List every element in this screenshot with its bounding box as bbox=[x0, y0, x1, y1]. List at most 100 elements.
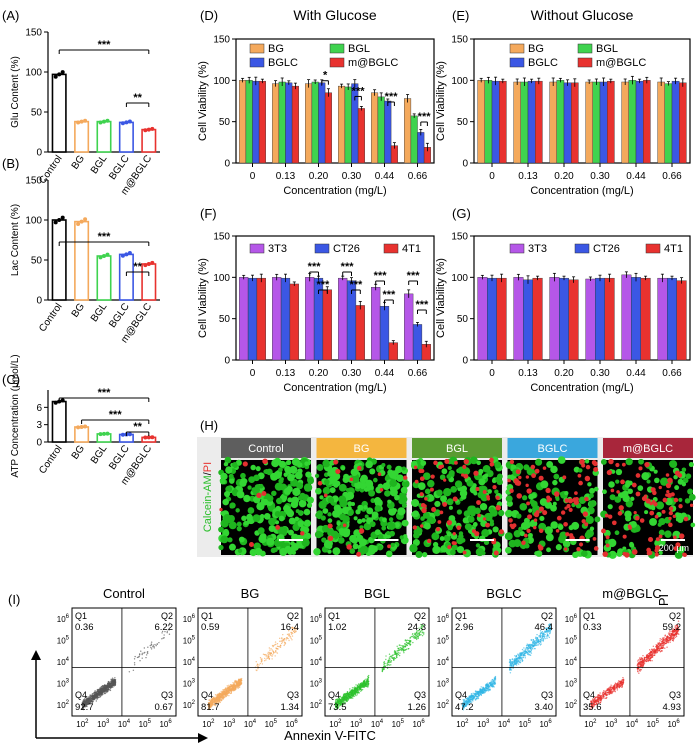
legend-swatch bbox=[509, 43, 525, 54]
data-point bbox=[57, 218, 62, 222]
dead-cell bbox=[515, 480, 522, 486]
live-cell bbox=[318, 500, 327, 509]
event-dot bbox=[258, 664, 260, 666]
dead-cell bbox=[333, 459, 339, 465]
y-tick-label: 50 bbox=[31, 256, 43, 267]
live-cell bbox=[245, 520, 250, 526]
chart-title: With Glucose bbox=[293, 7, 376, 23]
live-cell bbox=[397, 507, 406, 516]
event-dot bbox=[354, 693, 356, 696]
y-axis-label: Lac Content (%) bbox=[10, 204, 21, 276]
event-dot bbox=[284, 641, 286, 644]
y-tick-label: 105 bbox=[310, 635, 323, 645]
event-dot bbox=[391, 656, 393, 659]
live-cell bbox=[394, 494, 400, 501]
event-dot bbox=[409, 640, 412, 642]
tick-exp: 2 bbox=[192, 700, 196, 706]
signif-label: *** bbox=[98, 39, 112, 51]
dead-cell bbox=[335, 468, 341, 475]
dead-cell bbox=[526, 528, 531, 533]
event-dot bbox=[401, 644, 403, 647]
live-cell bbox=[585, 515, 594, 525]
live-cell bbox=[373, 497, 382, 505]
x-tick-label: 0 bbox=[250, 368, 256, 379]
live-cell bbox=[637, 485, 644, 491]
live-cell bbox=[472, 522, 478, 527]
event-dot bbox=[386, 662, 388, 665]
event-dot bbox=[215, 698, 217, 701]
legend-swatch bbox=[574, 243, 590, 254]
dead-cell bbox=[463, 473, 469, 479]
bar-CT26-0 bbox=[247, 277, 258, 361]
live-cell bbox=[588, 500, 596, 508]
live-cell bbox=[523, 464, 530, 471]
y-tick-label: 103 bbox=[183, 679, 196, 689]
live-cell bbox=[375, 486, 383, 494]
live-cell bbox=[557, 524, 564, 530]
live-cell bbox=[294, 516, 300, 522]
live-cell bbox=[337, 537, 345, 544]
y-tick-label: 105 bbox=[57, 635, 70, 645]
event-dot bbox=[354, 691, 356, 693]
bar-3T3-0 bbox=[239, 277, 249, 361]
event-dot bbox=[228, 694, 230, 697]
event-dot bbox=[284, 643, 286, 645]
event-dot bbox=[86, 695, 88, 698]
event-dot bbox=[105, 690, 107, 693]
live-cell bbox=[314, 530, 323, 539]
live-cell bbox=[323, 540, 332, 549]
dead-cell bbox=[423, 504, 427, 508]
live-cell bbox=[450, 532, 458, 540]
dead-cell bbox=[565, 532, 570, 537]
event-dot bbox=[388, 659, 390, 662]
dead-cell bbox=[611, 520, 617, 526]
tick-exp: 5 bbox=[274, 719, 278, 725]
live-cell bbox=[395, 465, 403, 474]
live-cell bbox=[559, 491, 564, 496]
scale-label: 200 µm bbox=[659, 543, 689, 553]
event-dot bbox=[145, 654, 148, 656]
live-cell bbox=[434, 500, 441, 508]
event-dot bbox=[276, 643, 279, 645]
live-cell bbox=[658, 529, 665, 536]
dead-cell bbox=[346, 544, 352, 550]
event-dot bbox=[290, 633, 293, 635]
tick-exp: 6 bbox=[66, 614, 70, 620]
tick-exp: 5 bbox=[319, 635, 323, 641]
live-cell bbox=[475, 547, 484, 557]
event-dot bbox=[265, 659, 267, 661]
y-tick-label: 0 bbox=[462, 159, 468, 170]
live-cell bbox=[338, 483, 347, 492]
event-dot bbox=[390, 659, 393, 662]
live-cell bbox=[506, 500, 513, 507]
event-dot bbox=[394, 657, 397, 660]
event-dot bbox=[422, 633, 425, 635]
live-cell bbox=[366, 507, 374, 515]
dead-cell bbox=[683, 516, 689, 522]
dead-cell bbox=[658, 485, 662, 490]
event-dot bbox=[268, 647, 271, 649]
live-cell bbox=[483, 473, 489, 478]
event-dot bbox=[367, 675, 369, 678]
event-dot bbox=[396, 650, 398, 652]
y-tick-label: 0 bbox=[36, 438, 42, 449]
y-tick-label: 100 bbox=[25, 216, 42, 227]
event-dot bbox=[285, 639, 287, 641]
live-cell bbox=[301, 538, 310, 547]
event-dot bbox=[237, 683, 240, 686]
live-cell bbox=[519, 530, 525, 537]
dead-cell bbox=[462, 550, 467, 555]
dead-cell bbox=[610, 488, 615, 493]
dead-cell bbox=[476, 500, 481, 505]
bar-BGLC-0.13 bbox=[527, 80, 536, 164]
live-cell bbox=[473, 491, 478, 496]
dead-cell bbox=[521, 540, 526, 546]
event-dot bbox=[367, 678, 369, 681]
live-cell bbox=[298, 510, 304, 516]
event-dot bbox=[366, 682, 368, 684]
bar-BG-0.30 bbox=[338, 85, 346, 164]
live-cell bbox=[258, 534, 267, 544]
x-tick-label: 103 bbox=[223, 719, 236, 729]
event-dot bbox=[163, 637, 165, 639]
